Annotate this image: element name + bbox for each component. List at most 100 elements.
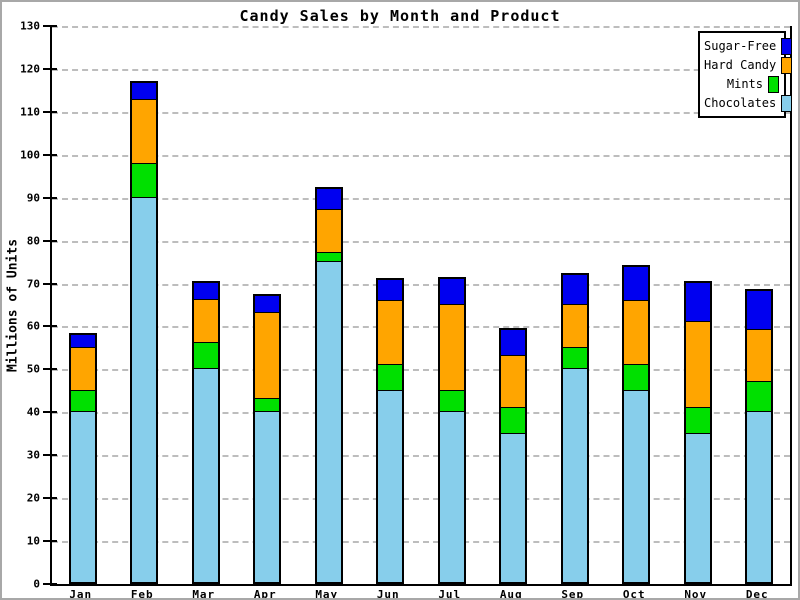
y-tick-label: 120 [20, 62, 40, 76]
x-label-apr: Apr [253, 588, 277, 600]
bar-cell-jun [360, 26, 422, 584]
y-tick-label: 0 [33, 577, 40, 591]
bar-jul [437, 277, 466, 584]
y-tick-label: 100 [20, 148, 40, 162]
y-tick [43, 411, 57, 414]
bar-cell-apr [237, 26, 299, 584]
segment-chocolates [746, 411, 773, 583]
bars-container [52, 26, 790, 584]
segment-mints [438, 390, 465, 411]
y-tick [43, 196, 57, 199]
x-label-jul: Jul [438, 588, 462, 600]
segment-chocolates [623, 390, 650, 583]
y-tick-label: 80 [26, 234, 40, 248]
legend-swatch [768, 75, 779, 93]
y-tick [43, 153, 57, 156]
bar-mar [191, 281, 220, 584]
chart-title: Candy Sales by Month and Product [239, 7, 561, 25]
bar-sep [560, 273, 589, 584]
segment-mints [746, 381, 773, 411]
bar-cell-may [298, 26, 360, 584]
x-label-jun: Jun [376, 588, 400, 600]
bar-cell-aug [483, 26, 545, 584]
y-tick [43, 368, 57, 371]
segment-hard-candy [254, 312, 281, 398]
legend: Sugar-Free Hard Candy Mints Chocolates [698, 31, 793, 118]
y-tick-label: 50 [26, 362, 40, 376]
segment-sugar-free [254, 295, 281, 312]
legend-swatch [781, 94, 793, 112]
segment-mints [500, 407, 527, 433]
legend-row-sugar-free: Sugar-Free [704, 37, 793, 55]
segment-mints [131, 163, 158, 197]
y-tick [43, 325, 57, 328]
y-tick [43, 497, 57, 500]
segment-sugar-free [377, 279, 404, 300]
x-label-mar: Mar [192, 588, 216, 600]
y-tick-label: 130 [20, 19, 40, 33]
bar-oct [622, 265, 651, 584]
segment-hard-candy [377, 300, 404, 364]
y-tick-label: 60 [26, 319, 40, 333]
bar-feb [130, 81, 159, 584]
y-tick [43, 540, 57, 543]
y-tick-label: 110 [20, 105, 40, 119]
x-label-sep: Sep [561, 588, 585, 600]
legend-swatch [781, 56, 793, 74]
segment-hard-candy [684, 321, 711, 407]
segment-hard-candy [746, 329, 773, 381]
segment-hard-candy [500, 355, 527, 407]
segment-chocolates [69, 411, 96, 583]
bar-cell-feb [114, 26, 176, 584]
x-label-nov: Nov [684, 588, 708, 600]
y-tick [43, 583, 57, 585]
segment-hard-candy [315, 209, 342, 252]
segment-sugar-free [315, 188, 342, 209]
segment-hard-candy [438, 304, 465, 390]
x-label-dec: Dec [745, 588, 769, 600]
legend-swatch [781, 37, 793, 55]
x-axis-labels: Jan Feb Mar Apr May Jun Jul Aug Sep Oct Nov Dec [50, 588, 788, 600]
segment-sugar-free [500, 329, 527, 355]
y-tick-label: 40 [26, 405, 40, 419]
segment-hard-candy [561, 304, 588, 347]
segment-hard-candy [192, 299, 219, 342]
legend-row-chocolates: Chocolates [704, 94, 793, 112]
segment-sugar-free [746, 290, 773, 329]
y-tick [43, 282, 57, 285]
bar-apr [253, 294, 282, 584]
bar-cell-sep [544, 26, 606, 584]
legend-row-hard-candy: Hard Candy [704, 56, 793, 74]
segment-mints [315, 252, 342, 261]
segment-chocolates [254, 411, 281, 583]
x-label-aug: Aug [499, 588, 523, 600]
bar-dec [745, 289, 774, 584]
plot-area [50, 26, 792, 586]
x-label-may: May [315, 588, 339, 600]
segment-chocolates [315, 261, 342, 583]
segment-chocolates [438, 411, 465, 583]
segment-mints [192, 342, 219, 368]
segment-sugar-free [438, 278, 465, 304]
bar-cell-mar [175, 26, 237, 584]
y-tick-label: 20 [26, 491, 40, 505]
segment-sugar-free [69, 334, 96, 347]
bar-cell-dec [729, 26, 791, 584]
x-label-feb: Feb [130, 588, 154, 600]
segment-mints [377, 364, 404, 390]
y-tick [43, 67, 57, 70]
segment-sugar-free [561, 274, 588, 304]
y-tick [43, 110, 57, 113]
segment-hard-candy [131, 99, 158, 163]
segment-mints [623, 364, 650, 390]
segment-hard-candy [69, 347, 96, 390]
segment-chocolates [377, 390, 404, 583]
bar-cell-nov [667, 26, 729, 584]
segment-sugar-free [623, 266, 650, 300]
segment-chocolates [561, 368, 588, 583]
bar-cell-oct [606, 26, 668, 584]
segment-hard-candy [623, 300, 650, 364]
legend-label: Mints [726, 77, 763, 91]
x-label-oct: Oct [622, 588, 646, 600]
